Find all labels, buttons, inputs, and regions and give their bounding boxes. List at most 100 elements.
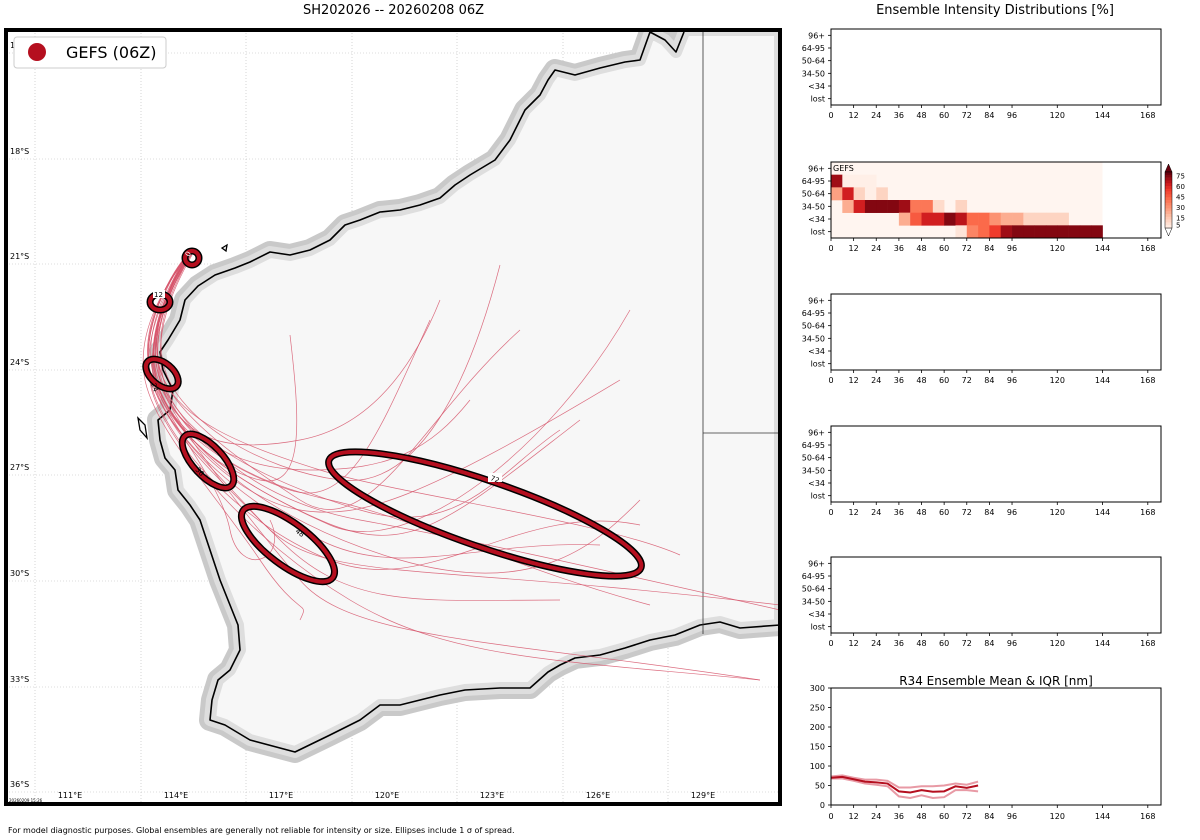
colorbar-tick-label: 45 xyxy=(1176,194,1185,202)
panel-label: GEFS xyxy=(833,164,854,173)
x-tick-label: 60 xyxy=(939,376,949,385)
x-tick-label: 168 xyxy=(1140,639,1155,648)
heatmap-cell xyxy=(921,212,934,226)
colorbar-segment xyxy=(1165,200,1172,204)
map-frame xyxy=(4,28,782,806)
heatmap-cell xyxy=(955,212,968,226)
map-title: SH202026 -- 20260208 06Z xyxy=(302,3,485,18)
x-tick-label: 60 xyxy=(939,812,949,821)
colorbar-extend-bottom xyxy=(1164,227,1173,237)
ensemble-track xyxy=(160,254,561,518)
lon-label: 114°E xyxy=(164,791,188,800)
colorbar-segment xyxy=(1165,183,1172,187)
heatmap-cell xyxy=(932,200,945,213)
x-tick-label: 12 xyxy=(849,812,859,821)
x-tick-label: 36 xyxy=(894,244,904,253)
heatmap-cell xyxy=(1012,212,1024,226)
lat-label: 27°S xyxy=(10,463,29,472)
x-tick-label: 84 xyxy=(984,639,994,648)
heatmap-cell xyxy=(876,187,888,201)
x-tick-label: 168 xyxy=(1140,376,1155,385)
x-tick-label: 0 xyxy=(828,812,833,821)
y-tick-label: lost xyxy=(811,95,825,104)
lat-label: 36°S xyxy=(10,780,29,789)
y-tick-label: 96+ xyxy=(808,164,825,173)
colorbar-tick-label: 75 xyxy=(1176,173,1185,181)
side-panel-title: Ensemble Intensity Distributions [%] xyxy=(876,3,1114,18)
x-tick-label: 120 xyxy=(1050,111,1065,120)
y-tick-label: <34 xyxy=(808,347,825,356)
panel-frame xyxy=(830,556,1162,634)
ellipse-12h: 12 xyxy=(146,290,174,314)
heatmap-cell xyxy=(1068,225,1081,239)
colorbar-segment xyxy=(1165,205,1172,209)
x-tick-label: 120 xyxy=(1050,376,1065,385)
y-tick-label: lost xyxy=(811,623,825,632)
mean-line xyxy=(830,775,979,794)
x-tick-label: 60 xyxy=(939,639,949,648)
y-tick-label: <34 xyxy=(808,479,825,488)
y-tick-label: 64-95 xyxy=(802,309,825,318)
longitude-labels: 111°E 114°E 117°E 120°E 123°E 126°E 129°E xyxy=(58,791,715,800)
x-tick-label: 96 xyxy=(1007,376,1017,385)
x-tick-label: 72 xyxy=(962,376,972,385)
heatmap-cell xyxy=(1045,225,1058,239)
y-tick-label: 96+ xyxy=(808,559,825,568)
coastline xyxy=(157,31,780,753)
x-tick-label: 72 xyxy=(962,508,972,517)
colorbar-segment xyxy=(1165,202,1172,206)
panel-frame xyxy=(830,687,1162,806)
heatmap-cell xyxy=(1057,225,1069,239)
island xyxy=(137,416,148,441)
x-tick-label: 120 xyxy=(1050,244,1065,253)
y-tick-label: 34-50 xyxy=(802,69,825,78)
heatmap-cell xyxy=(853,187,866,201)
x-tick-label: 0 xyxy=(828,508,833,517)
y-tick-label: <34 xyxy=(808,215,825,224)
lon-label: 126°E xyxy=(586,791,610,800)
x-tick-label: 84 xyxy=(984,244,994,253)
heatmap-cell xyxy=(853,174,866,188)
heatmap-cell xyxy=(1079,225,1092,239)
heatmap-cell xyxy=(1012,225,1024,239)
x-tick-label: 36 xyxy=(894,508,904,517)
x-tick-label: 120 xyxy=(1050,639,1065,648)
colorbar-segment xyxy=(1165,214,1172,218)
colorbar-segment xyxy=(1165,174,1172,178)
heatmap-cell xyxy=(932,212,945,226)
colorbar-segment xyxy=(1165,208,1172,212)
x-tick-label: 96 xyxy=(1007,508,1017,517)
x-tick-label: 144 xyxy=(1095,508,1110,517)
x-tick-label: 84 xyxy=(984,111,994,120)
x-tick-label: 60 xyxy=(939,244,949,253)
x-tick-label: 144 xyxy=(1095,111,1110,120)
lon-label: 111°E xyxy=(58,791,82,800)
x-tick-label: 12 xyxy=(849,244,859,253)
x-tick-label: 84 xyxy=(984,508,994,517)
y-tick-label: <34 xyxy=(808,610,825,619)
footer-note: For model diagnostic purposes. Global en… xyxy=(8,826,515,835)
heatmap-cell xyxy=(853,200,866,213)
heatmap-cell xyxy=(831,187,843,201)
y-tick-label: 50-64 xyxy=(802,57,825,66)
colorbar-tick-label: 30 xyxy=(1176,204,1185,212)
x-tick-label: 84 xyxy=(984,376,994,385)
map-legend: GEFS (06Z) xyxy=(13,36,167,69)
x-tick-label: 144 xyxy=(1095,244,1110,253)
x-tick-label: 72 xyxy=(962,244,972,253)
heatmap-cell xyxy=(842,200,854,213)
legend-label: GEFS (06Z) xyxy=(66,43,156,62)
heatmap-cell xyxy=(887,200,900,213)
x-tick-label: 60 xyxy=(939,508,949,517)
x-tick-label: 96 xyxy=(1007,244,1017,253)
x-tick-label: 60 xyxy=(939,111,949,120)
ellipse-0h: 0 xyxy=(181,247,203,269)
x-tick-label: 48 xyxy=(916,244,926,253)
x-tick-label: 0 xyxy=(828,111,833,120)
y-tick-label: 64-95 xyxy=(802,44,825,53)
track-map: 0 12 24 36 48 72 15°S18°S21°S24°S xyxy=(4,28,782,806)
colorbar-segment xyxy=(1165,194,1172,198)
